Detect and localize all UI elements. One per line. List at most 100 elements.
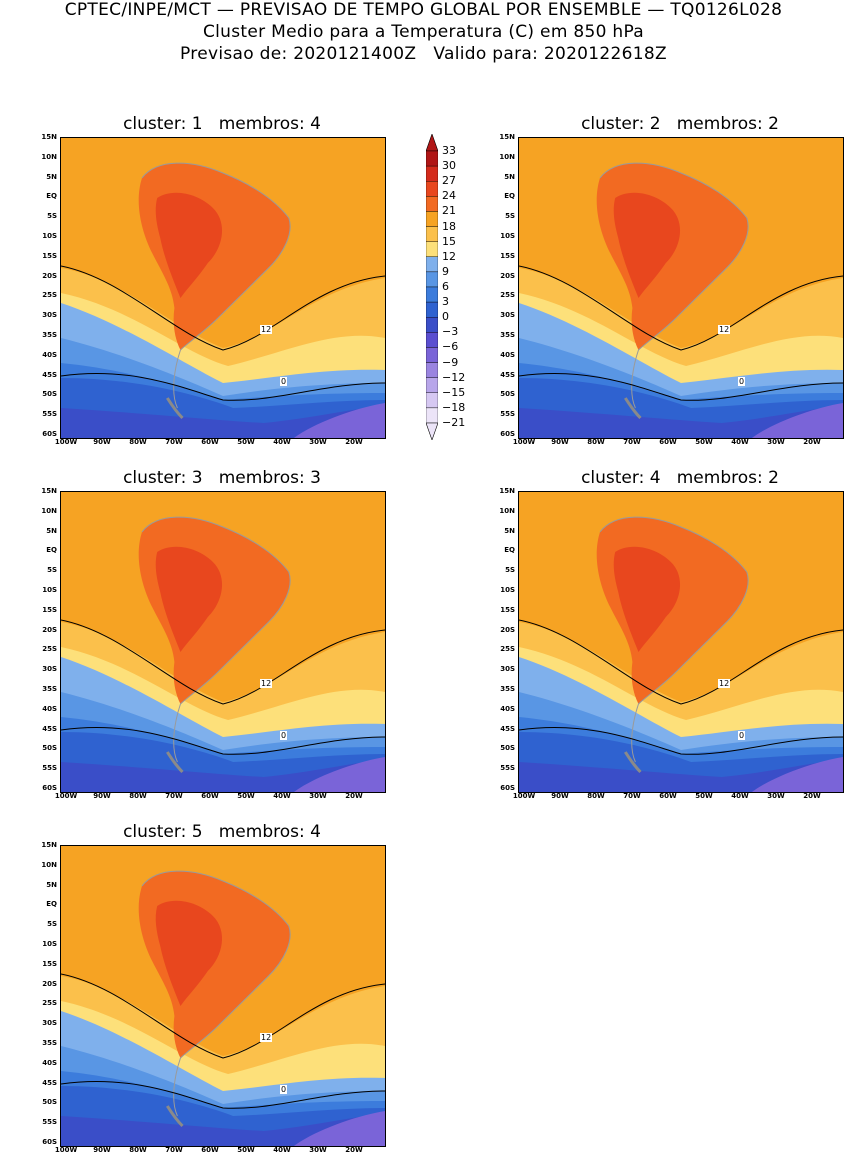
lat-tick-label: 20S (42, 625, 57, 634)
lon-tick-label: 60W (659, 438, 677, 446)
lat-tick-label: 50S (42, 744, 57, 753)
lat-tick-label: 25S (500, 291, 515, 300)
lat-tick-label: 5N (46, 526, 57, 535)
lat-tick-label: 10S (500, 586, 515, 594)
lat-tick-label: 60S (42, 430, 57, 438)
lon-tick-label: 30W (309, 792, 327, 800)
lat-tick-label: EQ (504, 192, 515, 201)
lat-tick-label: 15N (499, 487, 515, 495)
lat-tick-label: 5N (46, 880, 57, 889)
colorbar-label: 30 (442, 159, 456, 173)
panel-5-map (60, 845, 386, 1147)
lon-tick-label: 70W (165, 792, 183, 800)
lon-tick-label: 20W (803, 792, 821, 800)
contour-label-0: 0 (280, 731, 288, 740)
colorbar-label: 24 (442, 189, 456, 203)
lat-tick-label: 10S (42, 586, 57, 594)
lat-tick-label: 10N (499, 506, 515, 515)
lon-tick-label: 80W (129, 1146, 147, 1154)
colorbar-label: 21 (442, 204, 456, 218)
lat-tick-label: 25S (42, 999, 57, 1008)
panel-2-title: cluster: 2 membros: 2 (581, 114, 779, 134)
lon-tick-label: 90W (551, 438, 569, 446)
lat-tick-label: 50S (500, 390, 515, 399)
lat-tick-label: 40S (42, 1058, 57, 1067)
contour-label-12: 12 (260, 325, 273, 334)
lon-tick-label: 70W (165, 1146, 183, 1154)
lon-tick-label: 50W (695, 438, 713, 446)
lat-tick-label: 15S (500, 251, 515, 260)
lat-tick-label: 30S (500, 665, 515, 674)
panel-3-map (60, 491, 386, 793)
panel-5-title: cluster: 5 membros: 4 (123, 822, 321, 842)
colorbar-label: 33 (442, 144, 456, 157)
lat-tick-label: 5S (47, 920, 57, 929)
lat-tick-label: 35S (42, 685, 57, 693)
contour-label-0: 0 (738, 377, 746, 386)
lat-tick-label: 20S (500, 625, 515, 634)
lat-tick-label: 5S (47, 212, 57, 221)
colorbar-label: 3 (442, 295, 449, 309)
header-line-3: Previsao de: 2020121400Z Valido para: 20… (180, 44, 667, 64)
colorbar-label: 9 (442, 264, 449, 278)
lat-tick-label: 20S (42, 979, 57, 988)
lat-tick-label: 45S (42, 1078, 57, 1087)
lon-tick-label: 40W (273, 792, 291, 800)
lat-tick-label: 30S (42, 1019, 57, 1028)
colorbar-label: 6 (442, 280, 449, 293)
lon-tick-label: 90W (93, 1146, 111, 1154)
lat-tick-label: 15S (42, 959, 57, 968)
lat-tick-label: 35S (42, 1039, 57, 1047)
contour-label-12: 12 (718, 679, 731, 688)
lat-tick-label: 10S (500, 232, 515, 240)
colorbar-label: 18 (442, 219, 456, 233)
lat-tick-label: 10S (42, 232, 57, 240)
lat-tick-label: 45S (42, 370, 57, 379)
lat-tick-label: 15N (41, 841, 57, 849)
panel-2-map (518, 137, 844, 439)
lon-tick-label: 100W (54, 438, 78, 446)
lon-tick-label: 30W (767, 438, 785, 446)
lon-tick-label: 40W (273, 1146, 291, 1154)
lat-tick-label: 45S (42, 724, 57, 733)
lat-tick-label: 50S (42, 390, 57, 399)
lon-tick-label: 30W (309, 438, 327, 446)
panel-1-title: cluster: 1 membros: 4 (123, 114, 321, 134)
lat-tick-label: 15S (42, 605, 57, 614)
contour-label-0: 0 (738, 731, 746, 740)
lat-tick-label: 55S (500, 410, 515, 419)
lat-tick-label: 45S (500, 370, 515, 379)
lat-tick-label: 10S (42, 940, 57, 948)
lon-tick-label: 100W (512, 792, 536, 800)
lat-tick-label: 5N (504, 526, 515, 535)
contour-label-0: 0 (280, 1085, 288, 1094)
lat-tick-label: 55S (42, 410, 57, 419)
lon-tick-label: 20W (345, 1146, 363, 1154)
colorbar-label: −6 (442, 340, 459, 354)
lat-tick-label: 10N (41, 152, 57, 161)
lon-tick-label: 100W (54, 1146, 78, 1154)
lon-tick-label: 80W (587, 792, 605, 800)
lat-tick-label: 50S (500, 744, 515, 753)
lat-tick-label: 30S (42, 311, 57, 320)
lon-tick-label: 90W (93, 438, 111, 446)
lat-tick-label: EQ (46, 192, 57, 201)
panel-4-map (518, 491, 844, 793)
lat-tick-label: 40S (42, 350, 57, 359)
colorbar-label: −18 (442, 400, 466, 414)
lat-tick-label: 15N (41, 487, 57, 495)
lon-tick-label: 50W (237, 438, 255, 446)
lat-tick-label: 15N (499, 133, 515, 141)
panel-4-title: cluster: 4 membros: 2 (581, 468, 779, 488)
lon-tick-label: 60W (659, 792, 677, 800)
lat-tick-label: 30S (42, 665, 57, 674)
lat-tick-label: 60S (500, 784, 515, 792)
lat-tick-label: 60S (500, 430, 515, 438)
lat-tick-label: EQ (46, 900, 57, 909)
lon-tick-label: 50W (237, 1146, 255, 1154)
lon-tick-label: 90W (93, 792, 111, 800)
colorbar-label: −9 (442, 355, 459, 369)
lon-tick-label: 90W (551, 792, 569, 800)
lat-tick-label: 50S (42, 1098, 57, 1107)
colorbar-label: −21 (442, 416, 466, 429)
